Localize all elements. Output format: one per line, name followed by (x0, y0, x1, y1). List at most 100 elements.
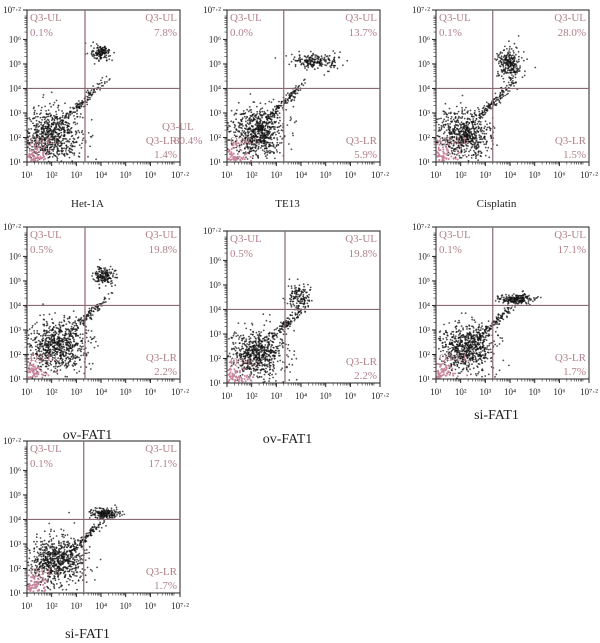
scatter-point (85, 366, 88, 368)
scatter-point (248, 117, 251, 120)
scatter-point (54, 341, 56, 344)
scatter-point (57, 144, 59, 147)
scatter-point (475, 157, 477, 160)
scatter-point (259, 102, 262, 105)
scatter-point (513, 71, 516, 74)
scatter-point (42, 348, 45, 350)
scatter-point (44, 374, 47, 377)
scatter-point (513, 55, 516, 58)
scatter-point (85, 317, 88, 320)
scatter-point (47, 119, 50, 122)
scatter-point (57, 135, 60, 138)
scatter-point (74, 360, 76, 363)
scatter-point (289, 116, 292, 118)
y-tick-label: 10³ (9, 325, 21, 335)
scatter-point (39, 340, 41, 343)
scatter-point (95, 43, 98, 45)
scatter-point (59, 327, 62, 329)
scatter-point (263, 378, 265, 381)
scatter-point (36, 134, 38, 137)
scatter-point (297, 89, 300, 92)
scatter-point (60, 127, 63, 130)
scatter-point (40, 130, 43, 133)
scatter-point (256, 113, 259, 115)
scatter-point (54, 344, 56, 346)
scatter-point (88, 362, 91, 365)
scatter-point (234, 131, 237, 134)
scatter-point (65, 150, 67, 152)
scatter-point (483, 127, 486, 130)
scatter-point (59, 126, 61, 129)
scatter-point (502, 77, 505, 80)
scatter-point (32, 157, 35, 160)
scatter-point (247, 119, 249, 122)
scatter-point (45, 324, 48, 327)
scatter-point (500, 57, 503, 60)
scatter-point (443, 113, 446, 115)
scatter-point (500, 69, 503, 71)
scatter-point (253, 118, 255, 121)
scatter-point (59, 337, 62, 340)
scatter-point (506, 71, 508, 74)
scatter-point (35, 148, 38, 151)
scatter-point (99, 258, 101, 261)
scatter-point (472, 132, 475, 135)
scatter-point (454, 157, 457, 160)
x-tick-label: 10⁶ (144, 170, 156, 180)
scatter-point (235, 109, 238, 112)
scatter-point (333, 58, 335, 61)
scatter-point (32, 134, 34, 137)
scatter-point (29, 376, 32, 378)
scatter-point (463, 109, 466, 111)
scatter-point (254, 129, 257, 131)
scatter-point (69, 106, 72, 109)
scatter-point (472, 115, 475, 118)
scatter-point (27, 353, 30, 356)
scatter-point (44, 105, 46, 108)
scatter-point (47, 128, 49, 131)
scatter-point (90, 52, 93, 55)
scatter-point (233, 146, 236, 149)
scatter-point (33, 117, 36, 119)
scatter-point (54, 365, 57, 367)
scatter-point (56, 140, 58, 143)
scatter-point (456, 112, 459, 115)
scatter-point (37, 339, 40, 342)
scatter-point (91, 55, 94, 57)
scatter-point (294, 63, 297, 66)
scatter-point (269, 111, 272, 113)
x-tick-label: 10² (46, 170, 58, 180)
scatter-point (236, 149, 238, 152)
scatter-point (80, 366, 82, 368)
scatter-point (38, 348, 41, 351)
scatter-point (80, 350, 82, 353)
scatter-point (474, 119, 477, 122)
scatter-point (32, 122, 34, 125)
scatter-point (78, 347, 81, 350)
scatter-point (70, 335, 73, 337)
scatter-point (108, 298, 111, 300)
scatter-point (42, 94, 45, 96)
scatter-point (115, 273, 118, 276)
scatter-point (40, 135, 43, 138)
scatter-point (71, 160, 74, 163)
scatter-point (262, 113, 265, 116)
scatter-point (109, 54, 112, 57)
scatter-point (227, 122, 230, 124)
scatter-point (275, 144, 278, 147)
scatter-point (472, 125, 474, 128)
scatter-point (474, 153, 477, 156)
scatter-point (95, 272, 97, 274)
scatter-point (43, 130, 46, 133)
scatter-point (502, 95, 505, 98)
scatter-point (441, 155, 443, 158)
quadrant-lr-value: 5.9% (354, 149, 377, 161)
scatter-point (445, 115, 448, 118)
scatter-point (66, 139, 69, 142)
scatter-point (334, 64, 337, 67)
scatter-point (62, 361, 64, 363)
scatter-point (55, 99, 58, 102)
scatter-point (40, 123, 42, 126)
scatter-point (106, 81, 108, 83)
scatter-point (500, 63, 503, 66)
